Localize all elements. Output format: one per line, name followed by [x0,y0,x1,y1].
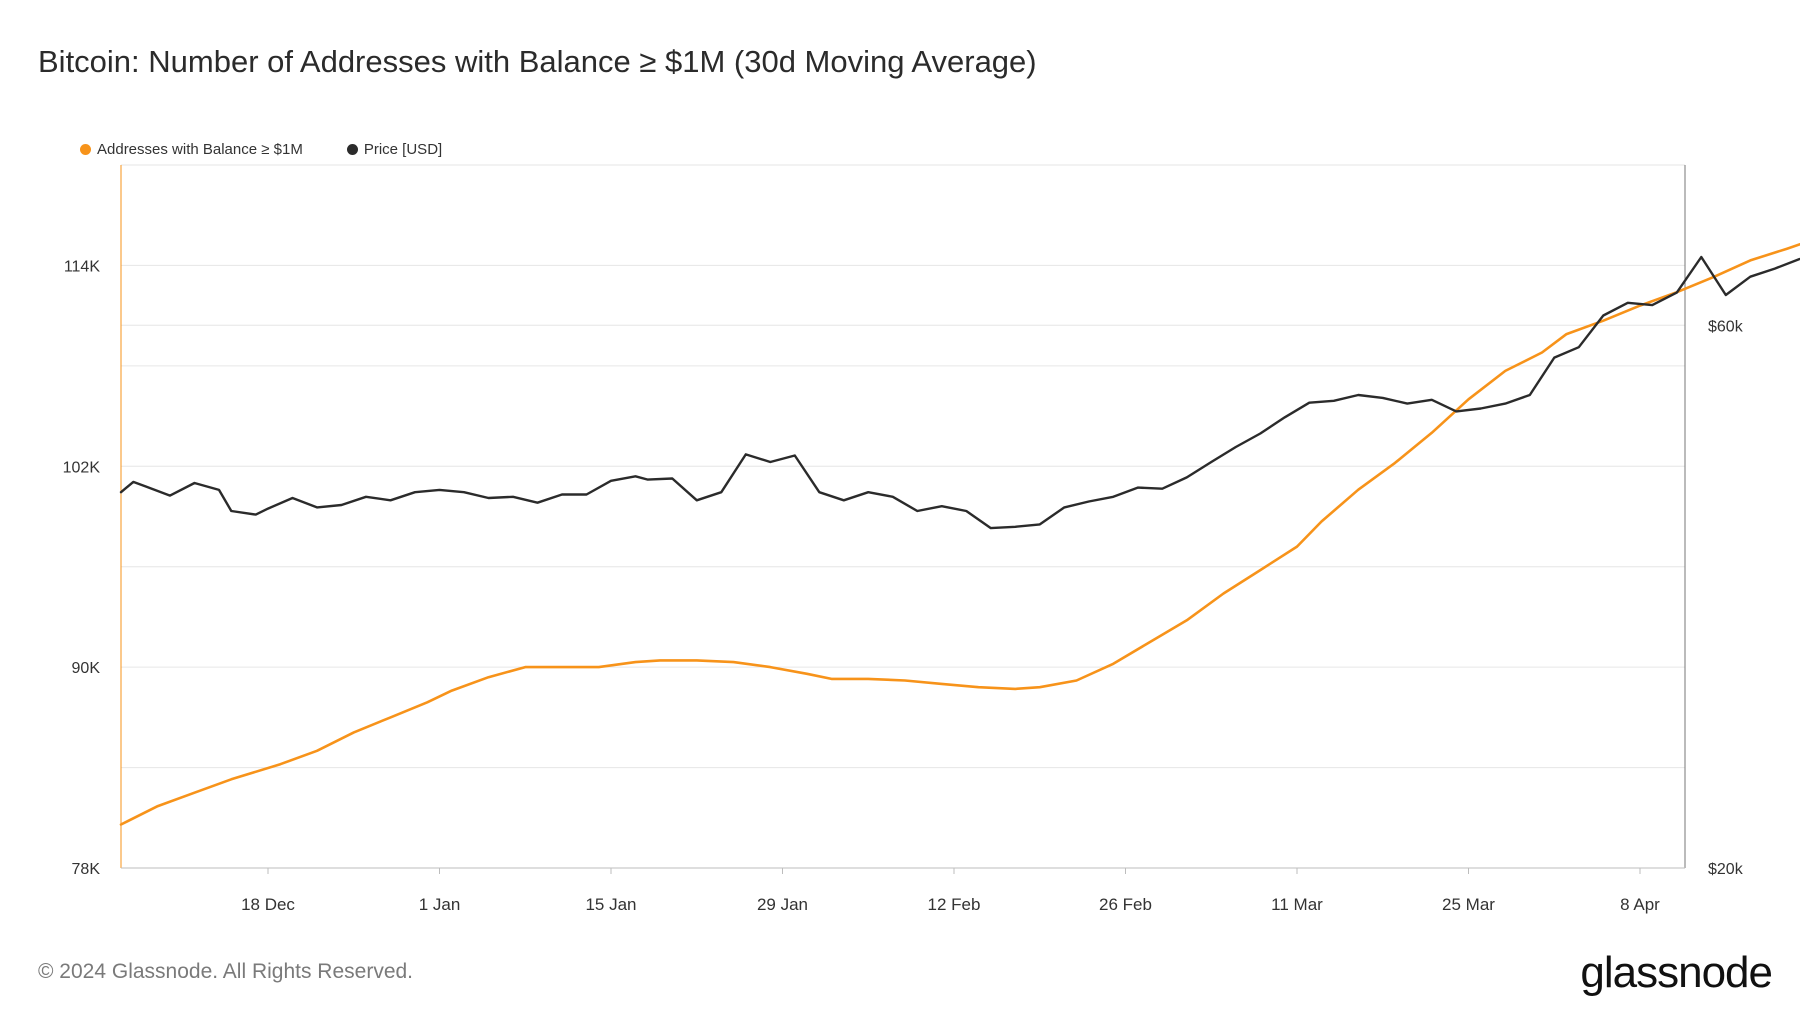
legend-item-addresses[interactable]: Addresses with Balance ≥ $1M [80,141,303,158]
price-series-line [119,255,1800,530]
x-tick-label: 25 Mar [1442,895,1495,914]
glassnode-logo: glassnode [1580,948,1773,997]
y-left-tick-label: 78K [72,861,101,878]
addresses-series-line [119,242,1800,826]
y-right-tick-label: $20k [1708,861,1744,878]
copyright-text: © 2024 Glassnode. All Rights Reserved. [38,960,414,983]
chart-title: Bitcoin: Number of Addresses with Balanc… [38,44,1037,79]
y-left-tick-label: 90K [72,660,101,677]
x-tick-label: 1 Jan [419,895,461,914]
y-right-tick-label: $60k [1708,318,1744,335]
legend-dot-addresses [80,144,91,155]
legend-label-price: Price [USD] [363,141,443,158]
legend-item-price[interactable]: Price [USD] [346,141,443,158]
x-tick-label: 15 Jan [585,895,636,914]
x-tick-label: 11 Mar [1271,895,1323,914]
x-tick-label: 18 Dec [241,895,295,914]
legend-label-addresses: Addresses with Balance ≥ $1M [97,141,303,158]
y-left-tick-label: 114K [64,258,101,275]
x-tick-label: 26 Feb [1099,895,1152,914]
legend-dot-price [346,144,358,155]
y-left-tick-label: 102K [63,459,101,476]
x-tick-label: 12 Feb [928,895,981,914]
x-tick-label: 8 Apr [1620,895,1660,914]
chart-legend: Addresses with Balance ≥ $1M Price [USD] [80,141,442,158]
x-tick-label: 29 Jan [757,895,808,914]
